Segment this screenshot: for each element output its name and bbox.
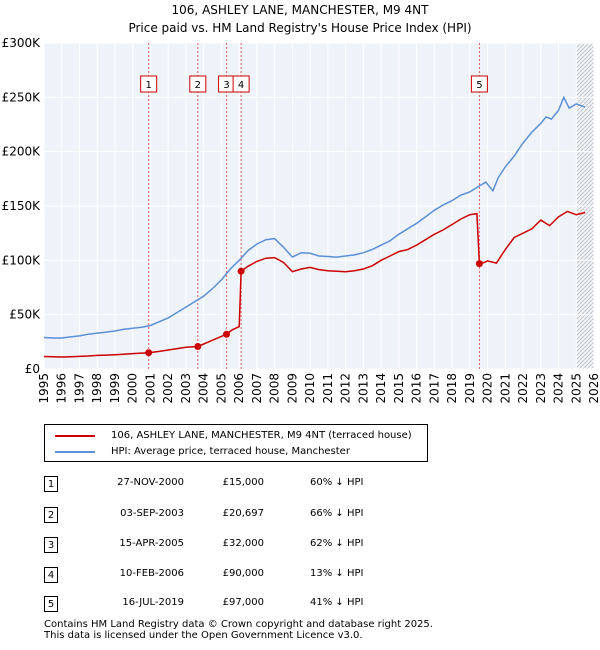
x-tick-label: 1999 [108, 373, 122, 404]
sale-marker-label: 3 [223, 80, 229, 91]
x-tick-label: 2026 [587, 373, 600, 404]
x-tick-label: 2018 [445, 373, 459, 404]
y-tick-label: £250K [2, 90, 42, 104]
x-tick-label: 2019 [463, 373, 477, 404]
sale-number: 4 [44, 567, 58, 583]
chart-legend: 106, ASHLEY LANE, MANCHESTER, M9 4NT (te… [44, 424, 428, 462]
chart-subtitle: Price paid vs. HM Land Registry's House … [128, 21, 471, 35]
sale-number: 3 [44, 537, 58, 553]
x-tick-label: 2009 [285, 373, 299, 404]
sale-number: 5 [44, 596, 58, 612]
x-tick-label: 2024 [552, 373, 566, 404]
sale-hpi-delta: 41% ↓ HPI [310, 597, 364, 608]
x-tick-label: 1997 [72, 373, 86, 404]
sale-point [237, 267, 245, 275]
sale-marker-box [232, 75, 250, 93]
sale-point [223, 330, 231, 338]
sale-date: 16-JUL-2019 [122, 597, 184, 608]
hpi-line [43, 95, 586, 339]
legend-label-hpi: HPI: Average price, terraced house, Manc… [111, 446, 350, 457]
sale-hpi-delta: 66% ↓ HPI [310, 508, 364, 519]
price-chart: 106, ASHLEY LANE, MANCHESTER, M9 4NT Pri… [2, 3, 600, 404]
chart-title: 106, ASHLEY LANE, MANCHESTER, M9 4NT [172, 3, 430, 17]
x-tick-label: 2005 [214, 373, 228, 404]
x-tick-label: 2012 [339, 373, 353, 404]
sale-marker-label: 4 [238, 80, 244, 91]
sale-marker-label: 5 [476, 80, 482, 91]
x-tick-label: 2020 [481, 373, 495, 404]
sale-point [194, 343, 202, 351]
x-tick-label: 2002 [161, 373, 175, 404]
sale-price: £97,000 [222, 597, 264, 608]
sale-marker-label: 1 [145, 80, 151, 91]
y-tick-label: £200K [2, 145, 42, 159]
sale-hpi-delta: 62% ↓ HPI [310, 538, 364, 549]
x-tick-label: 2001 [143, 373, 157, 404]
sale-number: 1 [44, 476, 58, 492]
legend-label-property: 106, ASHLEY LANE, MANCHESTER, M9 4NT (te… [111, 430, 412, 441]
x-tick-label: 2010 [303, 373, 317, 404]
x-tick-label: 2007 [250, 373, 264, 404]
x-tick-label: 2017 [427, 373, 441, 404]
sale-marker-box [140, 75, 158, 93]
x-tick-label: 2008 [268, 373, 282, 404]
x-tick-label: 2011 [321, 373, 335, 404]
footer-license: This data is licensed under the Open Gov… [44, 630, 363, 641]
x-tick-label: 2021 [498, 373, 512, 404]
legend-swatch-red [55, 435, 95, 437]
sale-date: 10-FEB-2006 [119, 568, 184, 579]
footer-attribution: Contains HM Land Registry data © Crown c… [44, 619, 433, 641]
sale-date: 15-APR-2005 [119, 538, 184, 549]
x-tick-label: 1996 [55, 373, 69, 404]
x-tick-label: 2016 [410, 373, 424, 404]
sale-marker-label: 2 [195, 80, 201, 91]
legend-swatch-blue [55, 451, 95, 453]
sale-price: £90,000 [222, 568, 264, 579]
sale-price: £15,000 [222, 477, 264, 488]
sale-marker-box [189, 75, 207, 93]
x-tick-label: 2014 [374, 373, 388, 404]
sale-price: £20,697 [222, 508, 264, 519]
y-tick-label: £0 [25, 362, 40, 376]
y-tick-label: £50K [9, 308, 41, 322]
sale-date: 03-SEP-2003 [120, 508, 184, 519]
x-tick-label: 2003 [179, 373, 193, 404]
x-tick-label: 2023 [534, 373, 548, 404]
sale-price: £32,000 [222, 538, 264, 549]
footer-copyright: Contains HM Land Registry data © Crown c… [44, 619, 433, 630]
sale-hpi-delta: 60% ↓ HPI [310, 477, 364, 488]
sale-point [145, 349, 153, 357]
sale-number: 2 [44, 507, 58, 523]
x-tick-label: 2025 [569, 373, 583, 404]
y-tick-label: £100K [2, 253, 42, 267]
x-tick-label: 2022 [516, 373, 530, 404]
x-tick-label: 2013 [356, 373, 370, 404]
y-tick-label: £150K [2, 199, 42, 213]
sale-date: 27-NOV-2000 [117, 477, 184, 488]
x-tick-label: 2004 [197, 373, 211, 404]
sale-hpi-delta: 13% ↓ HPI [310, 568, 364, 579]
sale-marker-box [470, 75, 488, 93]
sale-point [475, 260, 483, 268]
y-tick-label: £300K [2, 36, 42, 50]
property-price-line [43, 210, 586, 358]
x-tick-label: 1995 [37, 373, 51, 404]
x-tick-label: 1998 [90, 373, 104, 404]
x-tick-label: 2006 [232, 373, 246, 404]
x-tick-label: 2015 [392, 373, 406, 404]
x-tick-label: 2000 [126, 373, 140, 404]
